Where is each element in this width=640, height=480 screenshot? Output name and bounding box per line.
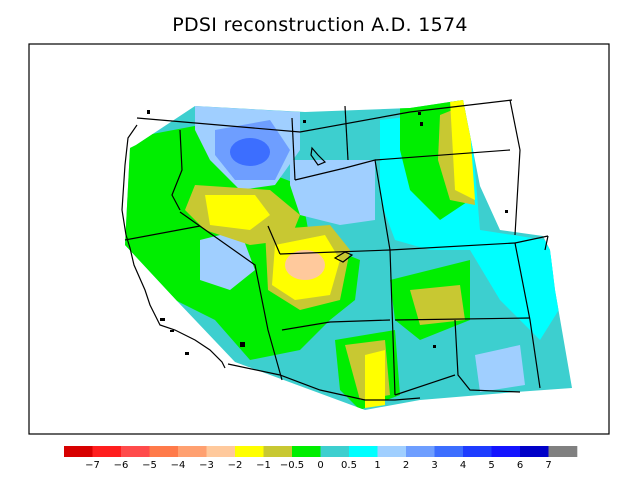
lake-mark	[420, 122, 423, 126]
colorbar-tick-label: 2	[403, 460, 409, 471]
colorbar-tick-label: 0.5	[341, 460, 357, 471]
mn-border	[509, 99, 521, 236]
colorbar-tick-label: −5	[142, 460, 157, 471]
colorbar-cell	[235, 446, 264, 457]
id-wa-border	[171, 129, 183, 211]
colorbar-cell	[491, 446, 521, 457]
mexico-border	[227, 363, 421, 401]
colorbar-cell	[121, 446, 150, 457]
colorbar-cell	[92, 446, 122, 457]
co-ut-az-nm-border	[389, 249, 396, 396]
colorbar-cell	[263, 446, 293, 457]
colorbar-cell	[377, 446, 407, 457]
colorbar-cell	[548, 446, 578, 457]
colorbar-cell	[520, 446, 549, 457]
colorbar-tick-label: 0	[317, 460, 323, 471]
colorbar-cell	[463, 446, 492, 457]
lake-mark	[418, 112, 421, 115]
nm-co-border	[394, 317, 531, 321]
colorbar-cell	[349, 446, 378, 457]
field-utah-2-to-3	[285, 250, 325, 280]
colorbar-cell	[292, 446, 321, 457]
island-mark	[240, 342, 245, 347]
dakota-border	[374, 149, 511, 161]
colorbar-tick-label: −4	[171, 460, 186, 471]
colorbar-tick-label: 3	[431, 460, 437, 471]
colorbar-tick-label: 6	[517, 460, 523, 471]
flathead-lake	[310, 146, 327, 166]
colorbar-tick-label: 5	[488, 460, 494, 471]
wy-borders	[294, 159, 391, 251]
lake-mark	[303, 120, 306, 123]
colorbar-cell	[64, 446, 93, 457]
colorbar-cell	[406, 446, 435, 457]
ut-co-border	[279, 249, 391, 255]
colorbar-labels: −7 −6 −5 −4 −3 −2 −1 −0.5 0 0.5 1 2 3 4 5 6 7	[85, 460, 552, 471]
ne-ia-border	[514, 235, 549, 244]
colorbar-cells	[64, 446, 578, 457]
field-south-yellow	[365, 350, 385, 408]
colorbar-tick-label: −0.5	[280, 460, 304, 471]
nm-mexico-border	[394, 374, 456, 396]
colorbar-tick-label: 1	[374, 460, 380, 471]
island-mark	[160, 318, 165, 321]
nm-tx-border	[454, 319, 521, 393]
coastline-west	[121, 124, 226, 369]
map-title: PDSI reconstruction A.D. 1574	[172, 14, 468, 36]
small-features	[147, 110, 508, 355]
colorbar-tick-label: 7	[545, 460, 551, 471]
colorbar-cell	[178, 446, 207, 457]
colorbar-cell	[320, 446, 350, 457]
colorbar-tick-label: −1	[256, 460, 271, 471]
lake-mark	[433, 345, 436, 348]
colorbar-tick-label: −2	[228, 460, 243, 471]
great-salt-lake	[333, 251, 354, 263]
island-mark	[147, 110, 150, 114]
az-ut-border	[281, 319, 391, 331]
field-fourcorners-olive	[410, 285, 465, 325]
colorbar-tick-label: −6	[114, 460, 129, 471]
field-southeast-1-to-2	[475, 345, 525, 392]
mt-inner-border	[344, 105, 349, 161]
ne-edge	[544, 235, 549, 251]
field-southeast-0.5-to-1	[470, 245, 565, 340]
ks-ok-border	[514, 242, 541, 389]
state-boundaries	[121, 99, 549, 401]
island-mark	[170, 330, 174, 332]
colorbar-tick-label: −3	[199, 460, 214, 471]
colorbar-cell	[434, 446, 464, 457]
co-ne-border	[389, 242, 516, 251]
map-frame	[28, 43, 610, 435]
nv-ut-border	[267, 225, 281, 255]
colorbar-cell	[206, 446, 236, 457]
lake-mark	[505, 210, 508, 213]
canada-border	[136, 99, 513, 133]
island-mark	[185, 352, 189, 355]
or-ca-border	[124, 225, 201, 241]
colorbar-tick-label: 4	[460, 460, 466, 471]
id-mt-border	[291, 117, 296, 181]
field-nv-1-to-2	[200, 230, 255, 290]
colorbar-tick-label: −7	[85, 460, 100, 471]
field-central-yellow	[205, 195, 270, 230]
colorbar-cell	[149, 446, 179, 457]
field-north-3-to-4	[230, 138, 270, 166]
nv-ca-border	[179, 211, 283, 381]
